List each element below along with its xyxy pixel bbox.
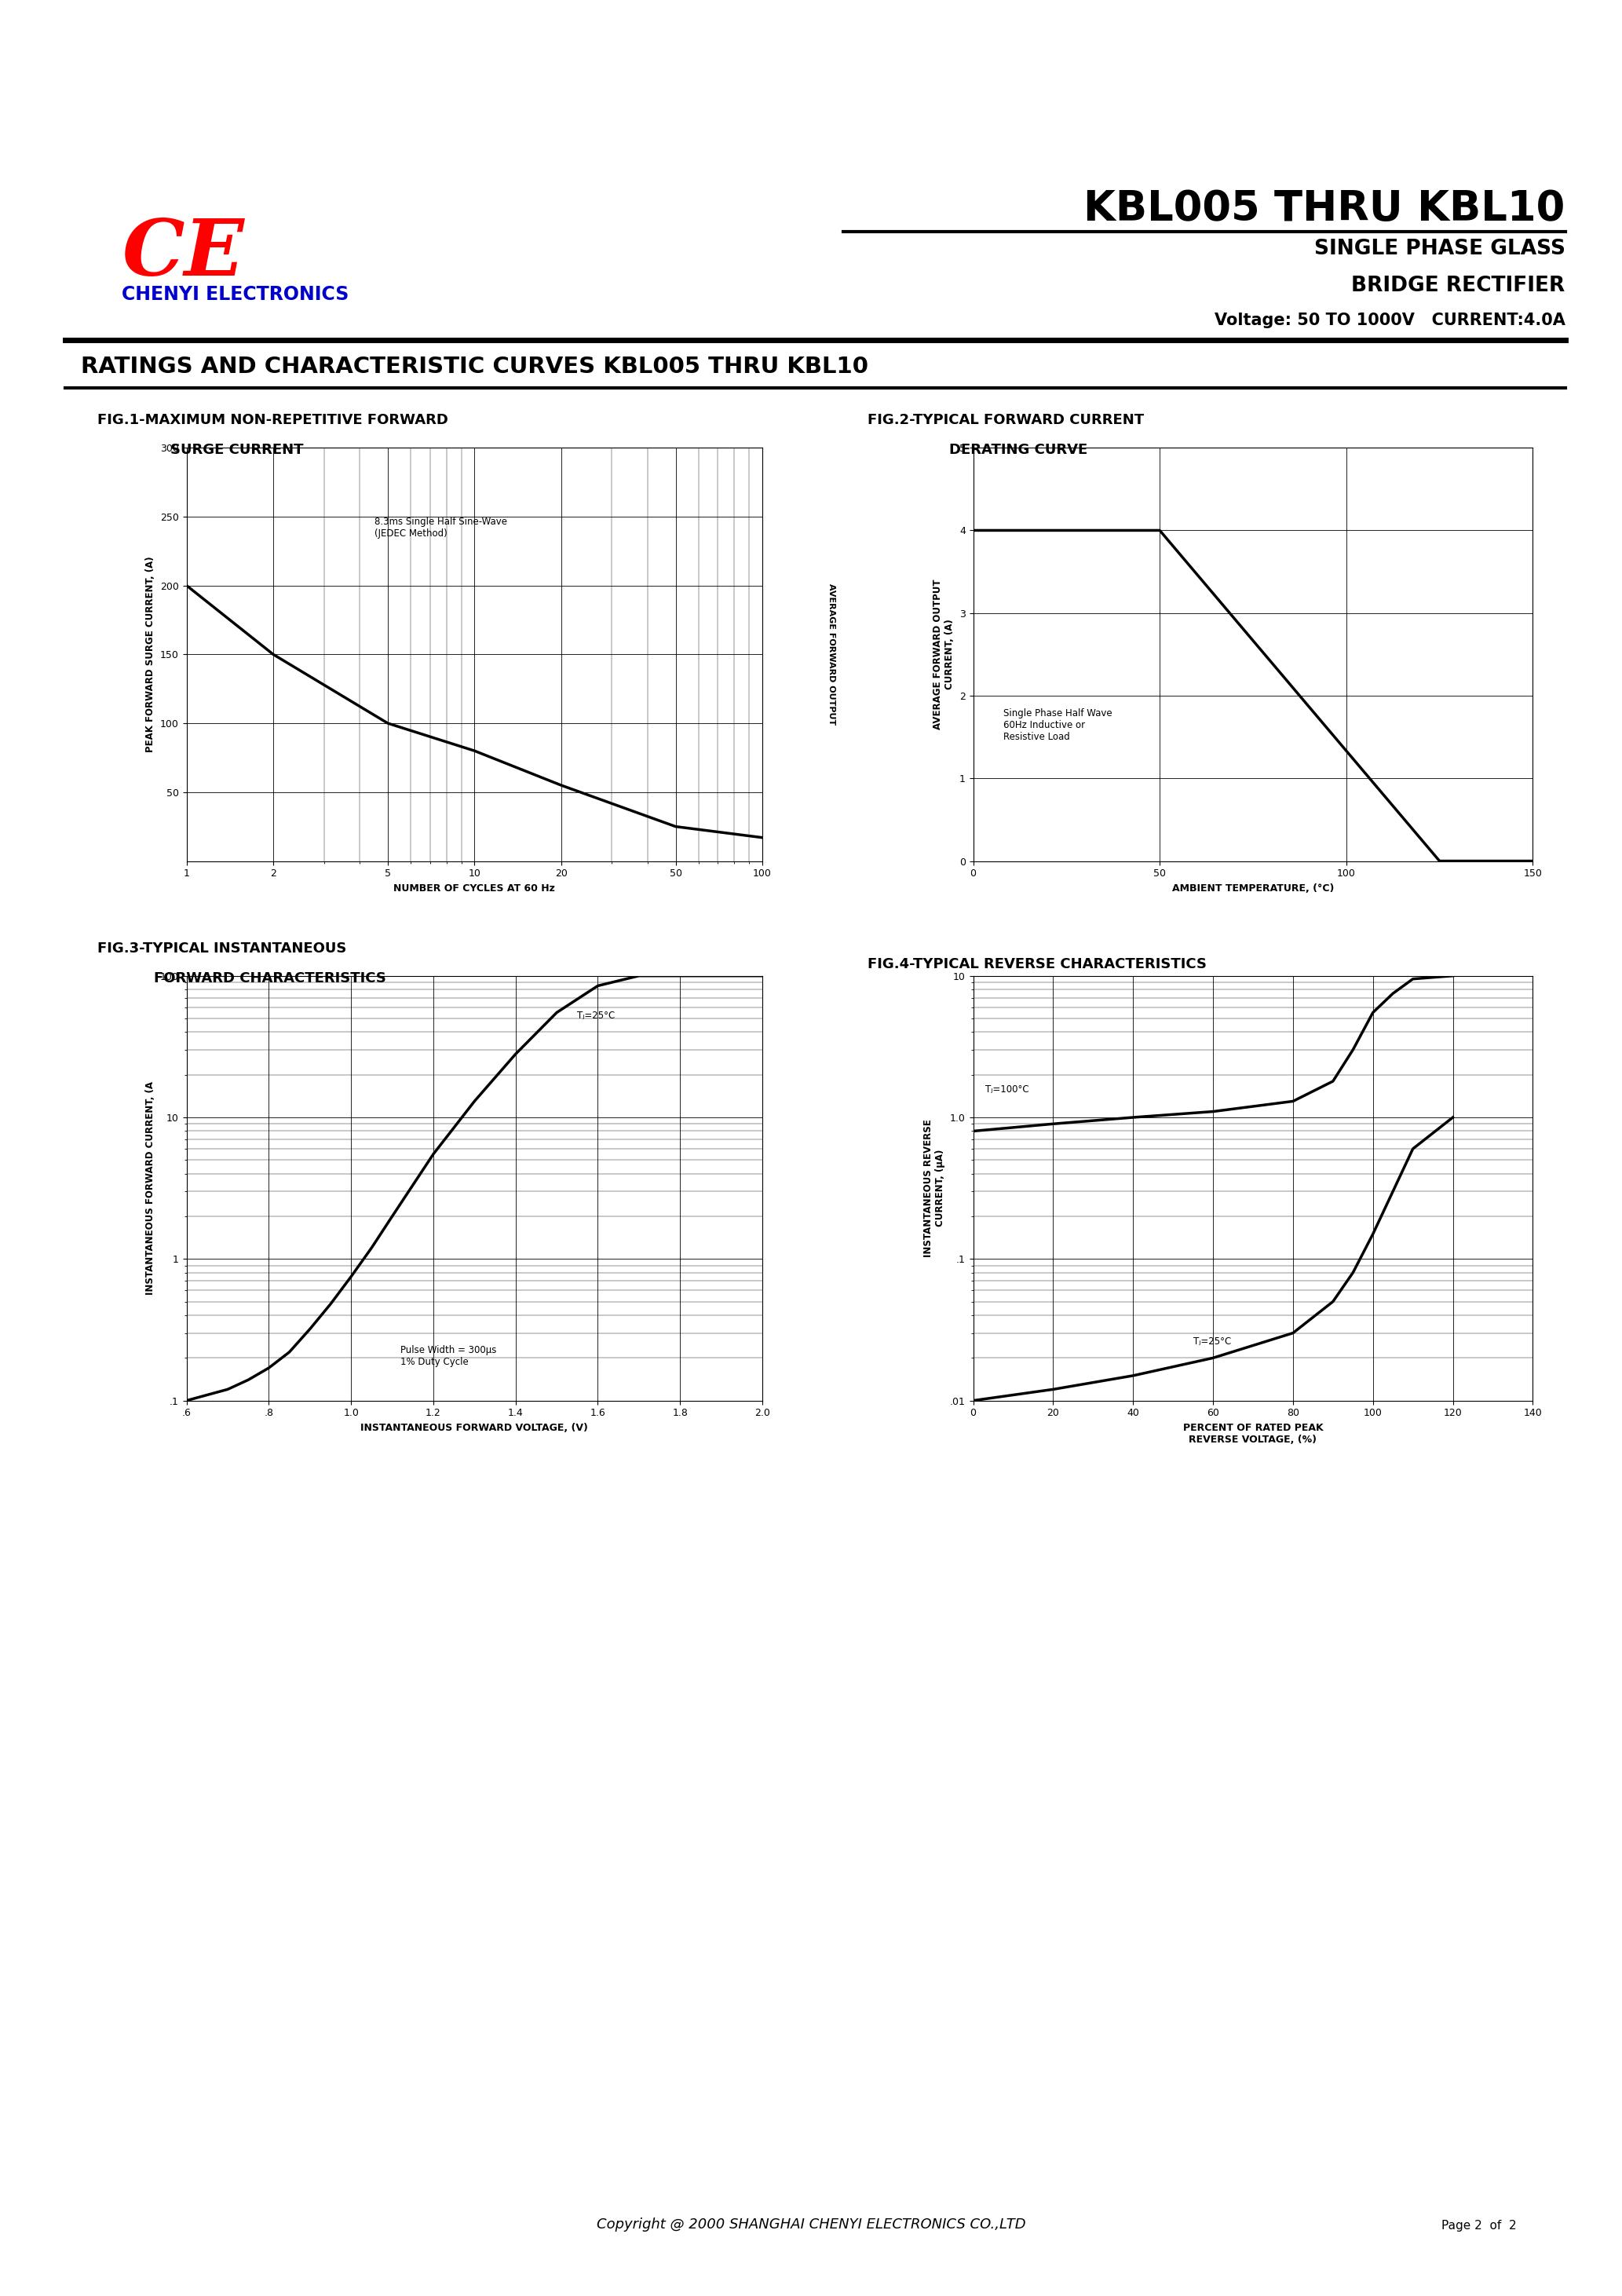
X-axis label: PERCENT OF RATED PEAK
REVERSE VOLTAGE, (%): PERCENT OF RATED PEAK REVERSE VOLTAGE, (… xyxy=(1182,1424,1324,1444)
Text: DERATING CURVE: DERATING CURVE xyxy=(949,443,1087,457)
Y-axis label: INSTANTANEOUS REVERSE
CURRENT, (μA): INSTANTANEOUS REVERSE CURRENT, (μA) xyxy=(923,1118,946,1258)
Text: CHENYI ELECTRONICS: CHENYI ELECTRONICS xyxy=(122,285,349,303)
Y-axis label: INSTANTANEOUS FORWARD CURRENT, (A: INSTANTANEOUS FORWARD CURRENT, (A xyxy=(146,1081,156,1295)
Y-axis label: PEAK FORWARD SURGE CURRENT, (A): PEAK FORWARD SURGE CURRENT, (A) xyxy=(146,556,156,753)
Text: RATINGS AND CHARACTERISTIC CURVES KBL005 THRU KBL10: RATINGS AND CHARACTERISTIC CURVES KBL005… xyxy=(81,356,868,379)
X-axis label: NUMBER OF CYCLES AT 60 Hz: NUMBER OF CYCLES AT 60 Hz xyxy=(394,884,555,893)
Text: FIG.4-TYPICAL REVERSE CHARACTERISTICS: FIG.4-TYPICAL REVERSE CHARACTERISTICS xyxy=(868,957,1207,971)
Text: Tⱼ=100°C: Tⱼ=100°C xyxy=(985,1084,1028,1095)
Text: CE: CE xyxy=(122,216,243,292)
Text: KBL005 THRU KBL10: KBL005 THRU KBL10 xyxy=(1083,188,1565,230)
Text: FORWARD CHARACTERISTICS: FORWARD CHARACTERISTICS xyxy=(154,971,386,985)
Text: SURGE CURRENT: SURGE CURRENT xyxy=(170,443,303,457)
Text: Tⱼ=25°C: Tⱼ=25°C xyxy=(577,1010,615,1022)
Y-axis label: AVERAGE FORWARD OUTPUT
CURRENT, (A): AVERAGE FORWARD OUTPUT CURRENT, (A) xyxy=(933,579,955,730)
X-axis label: INSTANTANEOUS FORWARD VOLTAGE, (V): INSTANTANEOUS FORWARD VOLTAGE, (V) xyxy=(360,1424,589,1433)
Text: Page 2  of  2: Page 2 of 2 xyxy=(1442,2220,1517,2232)
Text: 8.3ms Single Half Sine-Wave
(JEDEC Method): 8.3ms Single Half Sine-Wave (JEDEC Metho… xyxy=(375,517,508,540)
Text: Pulse Width = 300μs
1% Duty Cycle: Pulse Width = 300μs 1% Duty Cycle xyxy=(401,1345,496,1366)
Text: Single Phase Half Wave
60Hz Inductive or
Resistive Load: Single Phase Half Wave 60Hz Inductive or… xyxy=(1002,707,1111,742)
Text: Copyright @ 2000 SHANGHAI CHENYI ELECTRONICS CO.,LTD: Copyright @ 2000 SHANGHAI CHENYI ELECTRO… xyxy=(597,2218,1025,2232)
Text: Voltage: 50 TO 1000V   CURRENT:4.0A: Voltage: 50 TO 1000V CURRENT:4.0A xyxy=(1215,312,1565,328)
Text: AVERAGE FORWARD OUTPUT: AVERAGE FORWARD OUTPUT xyxy=(827,583,835,726)
Text: FIG.3-TYPICAL INSTANTANEOUS: FIG.3-TYPICAL INSTANTANEOUS xyxy=(97,941,347,955)
Text: SINGLE PHASE GLASS: SINGLE PHASE GLASS xyxy=(1314,239,1565,259)
Text: Tⱼ=25°C: Tⱼ=25°C xyxy=(1194,1336,1231,1345)
Text: FIG.1-MAXIMUM NON-REPETITIVE FORWARD: FIG.1-MAXIMUM NON-REPETITIVE FORWARD xyxy=(97,413,448,427)
X-axis label: AMBIENT TEMPERATURE, (°C): AMBIENT TEMPERATURE, (°C) xyxy=(1173,884,1333,893)
Text: FIG.2-TYPICAL FORWARD CURRENT: FIG.2-TYPICAL FORWARD CURRENT xyxy=(868,413,1144,427)
Text: BRIDGE RECTIFIER: BRIDGE RECTIFIER xyxy=(1351,276,1565,296)
